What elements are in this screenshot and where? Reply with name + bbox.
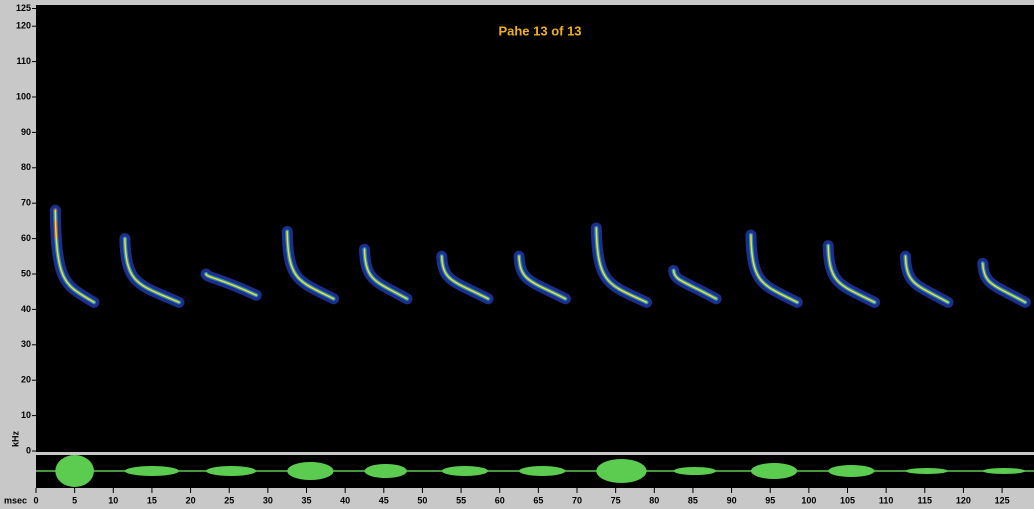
waveform-burst: [596, 459, 647, 483]
page-indicator: Pahe 13 of 13: [498, 23, 581, 38]
x-tick-label: 110: [879, 495, 894, 505]
x-tick-label: 35: [301, 495, 311, 505]
call-trace: [363, 248, 408, 300]
call-trace: [205, 273, 258, 296]
y-tick-label: 125: [16, 3, 31, 13]
waveform-burst: [982, 468, 1026, 474]
waveform-burst: [206, 466, 257, 476]
x-tick-label: 85: [688, 495, 698, 505]
y-axis-label: kHz: [10, 430, 20, 447]
x-tick-label: 50: [417, 495, 427, 505]
y-tick-label: 70: [21, 198, 31, 208]
x-tick-label: 125: [995, 495, 1010, 505]
waveform-burst: [55, 455, 94, 487]
waveform-burst: [828, 465, 875, 477]
call-trace: [286, 230, 335, 300]
call-trace: [982, 262, 1027, 304]
x-tick-label: 105: [840, 495, 855, 505]
x-tick-label: 80: [649, 495, 659, 505]
call-trace: [124, 237, 180, 304]
x-tick-label: 65: [533, 495, 543, 505]
x-tick-label: 70: [572, 495, 582, 505]
x-tick-label: 0: [33, 495, 38, 505]
y-tick-label: 0: [26, 445, 31, 455]
x-tick-label: 90: [727, 495, 737, 505]
x-tick-label: 75: [611, 495, 621, 505]
x-tick-label: 115: [918, 495, 933, 505]
y-tick-label: 80: [21, 162, 31, 172]
x-tick-label: 100: [801, 495, 816, 505]
x-tick-label: 20: [186, 495, 196, 505]
waveform-burst: [124, 466, 179, 476]
x-tick-label: 30: [263, 495, 273, 505]
waveform-burst: [441, 466, 489, 476]
call-trace: [672, 269, 717, 300]
y-tick-label: 100: [16, 91, 31, 101]
waveform-burst: [519, 466, 566, 476]
y-tick-label: 50: [21, 268, 31, 278]
x-tick-label: 95: [765, 495, 775, 505]
x-tick-label: 45: [379, 495, 389, 505]
y-tick-label: 10: [21, 410, 31, 420]
x-tick-label: 40: [340, 495, 350, 505]
waveform-burst: [287, 462, 334, 480]
call-trace: [904, 255, 949, 304]
waveform-burst: [750, 463, 798, 479]
waveform-burst: [364, 464, 407, 478]
x-tick-label: 55: [456, 495, 466, 505]
x-tick-label: 25: [224, 495, 234, 505]
call-trace: [750, 234, 799, 304]
call-trace: [518, 255, 567, 300]
y-tick-label: 20: [21, 375, 31, 385]
x-tick-label: 60: [495, 495, 505, 505]
x-axis-label: msec: [4, 495, 27, 505]
call-trace: [441, 255, 489, 300]
x-tick-label: 5: [72, 495, 77, 505]
waveform-burst: [673, 467, 717, 475]
call-trace: [827, 244, 876, 304]
waveform-burst: [905, 468, 948, 474]
y-tick-label: 120: [16, 21, 31, 31]
x-tick-label: 10: [108, 495, 118, 505]
spectrogram-panel: [36, 5, 1034, 452]
y-tick-label: 40: [21, 304, 31, 314]
call-trace: [54, 209, 95, 304]
y-tick-label: 90: [21, 127, 31, 137]
x-tick-label: 120: [956, 495, 971, 505]
y-tick-label: 30: [21, 339, 31, 349]
x-tick-label: 15: [147, 495, 157, 505]
y-tick-label: 60: [21, 233, 31, 243]
call-trace: [595, 227, 648, 304]
y-tick-label: 110: [16, 56, 31, 66]
